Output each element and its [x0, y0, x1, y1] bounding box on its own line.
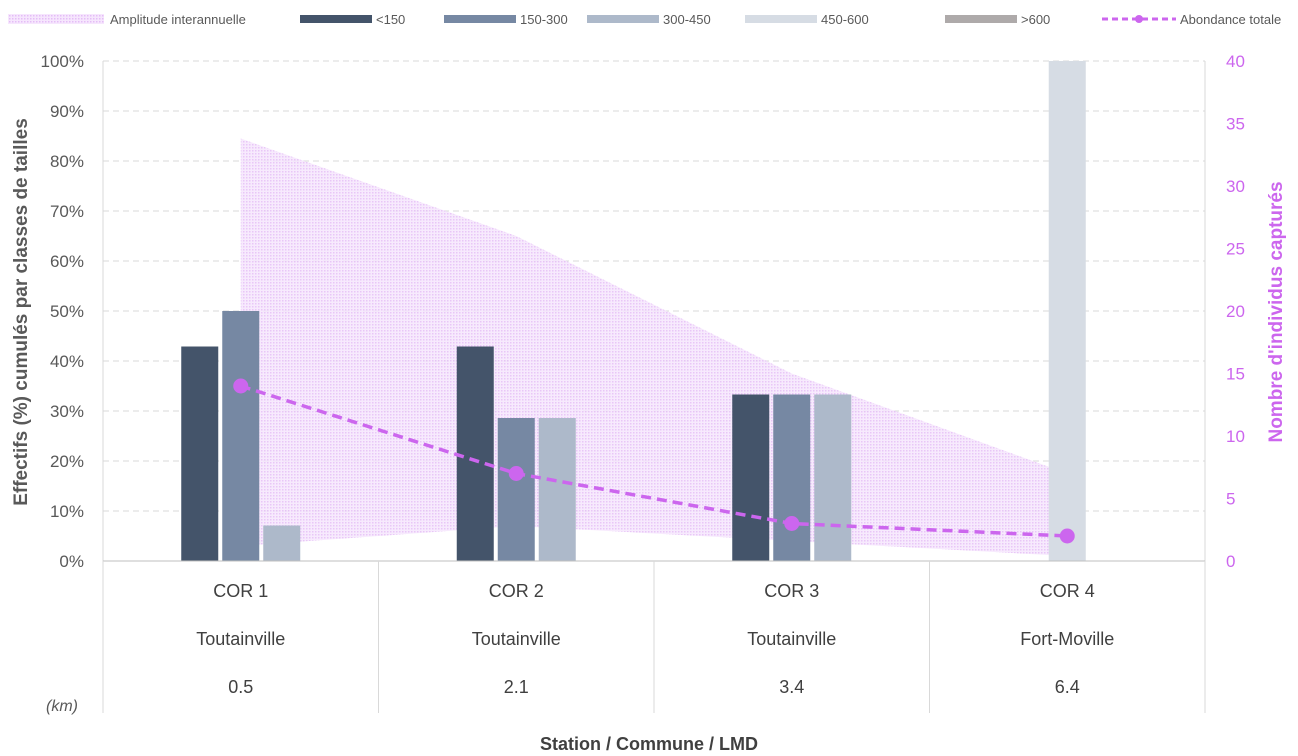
bar	[456, 346, 494, 561]
x-label-lmd: 2.1	[504, 677, 529, 697]
y-axis-ticks: 0% 10% 20% 30% 40% 50% 60% 70% 80% 90% 100%	[41, 52, 84, 571]
x-axis-labels: COR 1 Toutainville 0.5 COR 2 Toutainville 2.1…	[196, 581, 1114, 697]
legend-swatch-3	[745, 15, 817, 23]
y2-tick-label: 5	[1226, 490, 1235, 509]
y2-axis-title: Nombre d'individus capturés	[1266, 181, 1287, 442]
x-label-lmd: 6.4	[1055, 677, 1080, 697]
bar	[814, 394, 852, 561]
bar	[222, 311, 260, 561]
y-tick-label: 10%	[50, 502, 84, 521]
y2-axis-ticks: 0 5 10 15 20 25 30 35 40	[1226, 52, 1245, 571]
y-axis-title: Effectifs (%) cumulés par classes de tai…	[11, 118, 32, 506]
x-label-station: COR 1	[213, 581, 268, 601]
y-tick-label: 50%	[50, 302, 84, 321]
legend-label: 150-300	[520, 12, 568, 27]
y2-tick-label: 15	[1226, 365, 1245, 384]
legend-label: Abondance totale	[1180, 12, 1281, 27]
legend-swatch-abondance-point	[1135, 15, 1143, 23]
legend-swatch-2	[587, 15, 659, 23]
y2-tick-label: 30	[1226, 177, 1245, 196]
abondance-point	[233, 378, 249, 394]
bar	[1048, 61, 1086, 561]
abondance-point	[784, 516, 800, 531]
x-label-lmd: 0.5	[228, 677, 253, 697]
x-axis-title: Station / Commune / LMD	[540, 734, 758, 754]
x-label-lmd: 3.4	[779, 677, 804, 697]
x-label-commune: Toutainville	[472, 629, 561, 649]
x-label-station: COR 3	[764, 581, 819, 601]
legend-swatch-0	[300, 15, 372, 23]
legend-swatch-4	[945, 15, 1017, 23]
x-label-commune: Toutainville	[747, 629, 836, 649]
legend-label: <150	[376, 12, 405, 27]
y-tick-label: 60%	[50, 252, 84, 271]
y2-tick-label: 10	[1226, 427, 1245, 446]
legend-label: 300-450	[663, 12, 711, 27]
amplitude-area-layer	[240, 138, 1068, 556]
abondance-line	[240, 384, 1068, 538]
y2-tick-label: 0	[1226, 552, 1235, 571]
legend-label: >600	[1021, 12, 1050, 27]
y-tick-label: 80%	[50, 152, 84, 171]
y-tick-label: 70%	[50, 202, 84, 221]
bar	[497, 418, 535, 561]
x-label-station: COR 2	[489, 581, 544, 601]
legend-swatch-1	[444, 15, 516, 23]
y-tick-label: 30%	[50, 402, 84, 421]
bar	[773, 394, 811, 561]
y-tick-label: 0%	[59, 552, 84, 571]
legend-swatch-amplitude	[8, 14, 104, 24]
bar	[263, 525, 301, 561]
y2-tick-label: 25	[1226, 240, 1245, 259]
abondance-point	[508, 466, 524, 481]
legend-label: Amplitude interannuelle	[110, 12, 246, 27]
y-tick-label: 90%	[50, 102, 84, 121]
y-tick-label: 100%	[41, 52, 84, 71]
legend: Amplitude interannuelle <150 150-300 300-45…	[8, 12, 1281, 27]
bar	[538, 418, 576, 561]
y2-tick-label: 35	[1226, 115, 1245, 134]
y-tick-label: 40%	[50, 352, 84, 371]
bar	[732, 394, 770, 561]
y2-tick-label: 40	[1226, 52, 1245, 71]
x-label-commune: Fort-Moville	[1020, 629, 1114, 649]
axes	[102, 61, 1206, 713]
y2-tick-label: 20	[1226, 302, 1245, 321]
x-label-station: COR 4	[1040, 581, 1095, 601]
y-tick-label: 20%	[50, 452, 84, 471]
bars	[181, 61, 1086, 561]
bar	[181, 346, 219, 561]
abondance-point	[1059, 528, 1075, 544]
x-label-commune: Toutainville	[196, 629, 285, 649]
abondance-line-layer	[233, 378, 1075, 544]
amplitude-area	[240, 138, 1068, 556]
legend-label: 450-600	[821, 12, 869, 27]
km-unit-label: (km)	[46, 698, 78, 715]
